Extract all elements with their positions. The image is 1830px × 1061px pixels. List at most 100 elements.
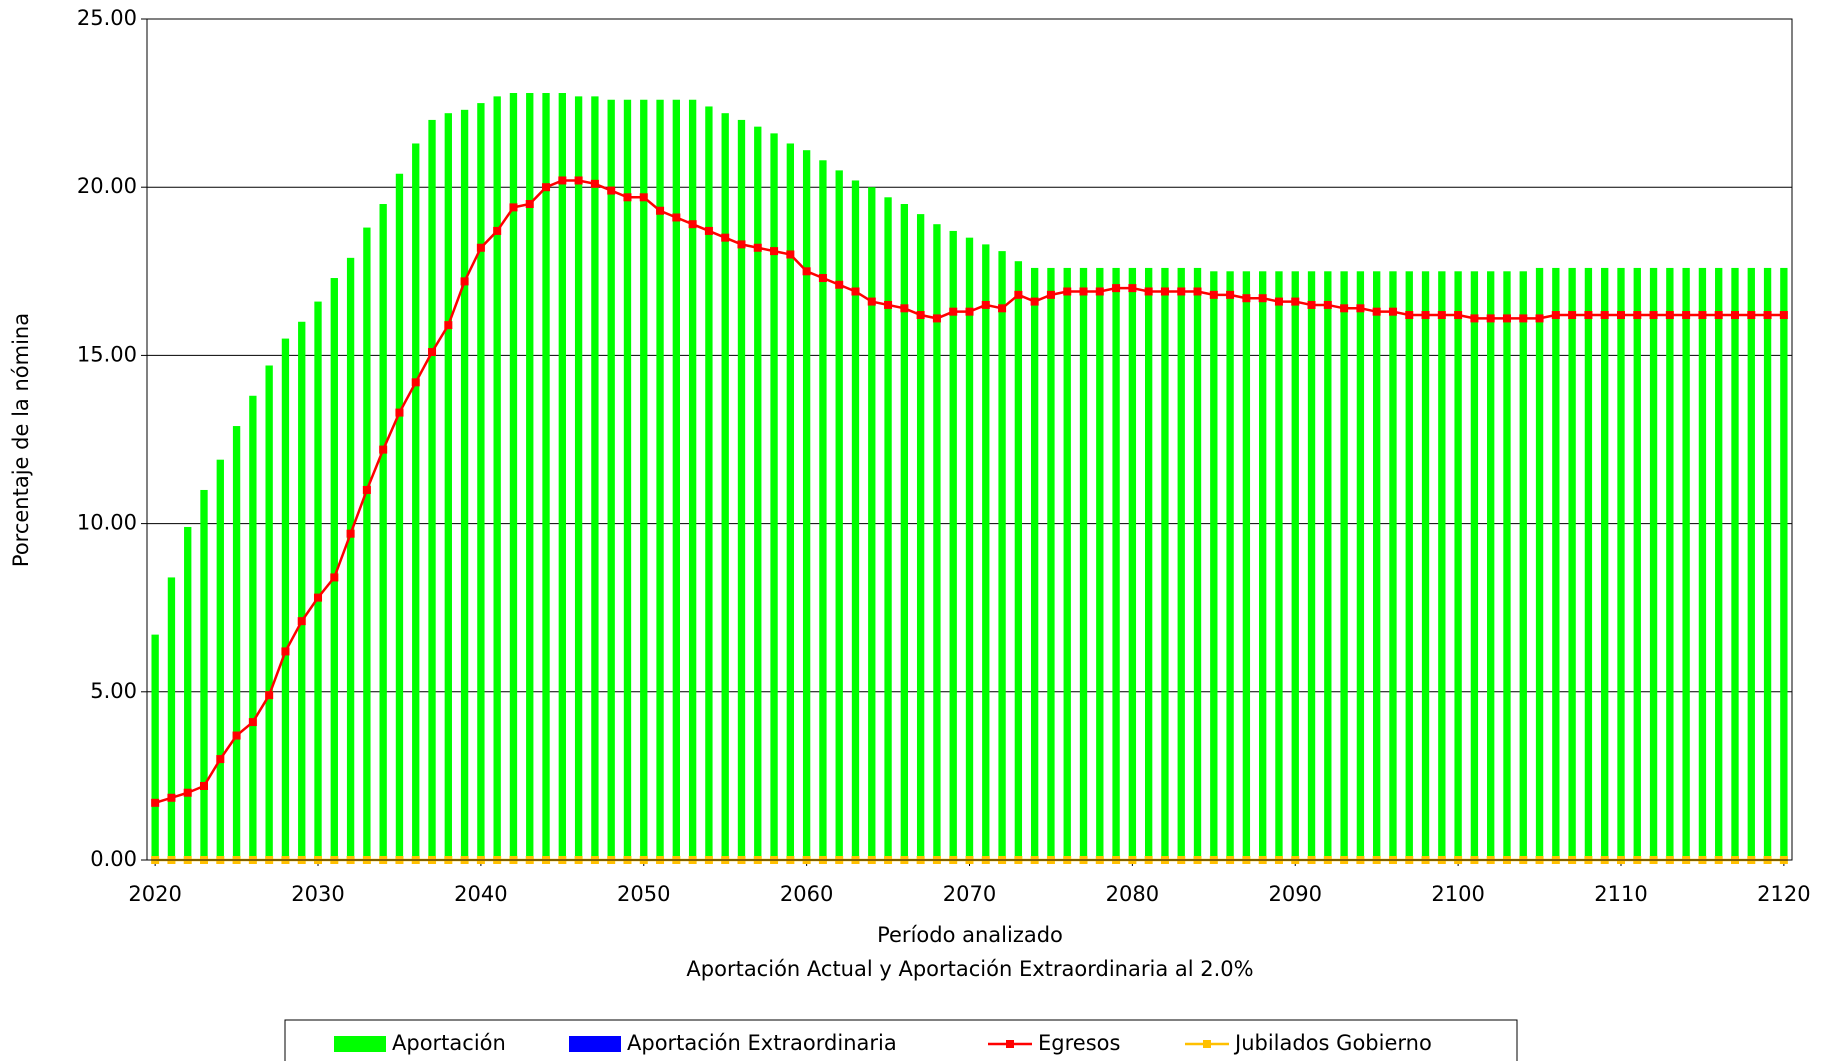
x-tick-label: 2020 <box>128 882 181 906</box>
marker <box>509 203 518 212</box>
bar <box>900 204 909 860</box>
bar <box>982 244 990 860</box>
marker <box>1454 311 1463 320</box>
marker <box>1535 314 1544 323</box>
bar <box>1079 267 1088 860</box>
bar <box>1161 267 1169 860</box>
bar <box>754 126 762 860</box>
bar <box>1112 267 1120 860</box>
marker <box>1372 307 1381 316</box>
bar <box>965 237 974 860</box>
marker <box>656 206 665 215</box>
legend-swatch <box>334 1036 386 1052</box>
marker <box>1323 300 1332 309</box>
marker <box>1193 287 1202 296</box>
marker <box>1682 311 1691 320</box>
marker <box>916 311 925 320</box>
bar <box>623 99 632 860</box>
bar <box>428 119 436 861</box>
bar <box>1259 271 1267 860</box>
marker <box>884 300 893 309</box>
marker <box>151 798 160 807</box>
bar <box>330 278 338 860</box>
legend-swatch <box>1006 1040 1014 1048</box>
bar <box>1144 267 1153 860</box>
bar <box>379 204 387 860</box>
marker <box>542 183 551 192</box>
bar <box>688 99 697 860</box>
bar <box>412 143 420 860</box>
bar <box>1193 267 1202 860</box>
marker <box>265 691 274 700</box>
marker <box>216 755 225 764</box>
marker <box>314 593 323 602</box>
bar <box>672 99 680 860</box>
bar <box>1421 271 1430 860</box>
marker <box>1112 284 1121 293</box>
marker <box>981 300 990 309</box>
marker <box>786 250 795 259</box>
bar <box>574 96 583 860</box>
bar <box>868 187 876 860</box>
bar <box>949 230 957 860</box>
bar <box>1552 267 1560 860</box>
marker <box>1274 297 1283 306</box>
y-axis-title: Porcentaje de la nómina <box>9 313 33 567</box>
bar <box>346 257 355 860</box>
marker <box>1340 304 1349 313</box>
marker <box>753 243 762 252</box>
marker <box>1502 314 1511 323</box>
x-tick-label: 2120 <box>1757 882 1810 906</box>
marker <box>1405 311 1414 320</box>
bar <box>526 93 534 861</box>
legend-label: Aportación <box>392 1031 506 1055</box>
marker <box>362 485 371 494</box>
marker <box>1763 311 1772 320</box>
marker <box>1209 290 1218 299</box>
bar <box>1242 271 1251 860</box>
bar <box>1617 267 1625 860</box>
bar <box>607 99 615 860</box>
bar <box>1503 271 1511 860</box>
bar <box>705 106 713 861</box>
bar <box>1666 267 1674 860</box>
marker <box>200 781 209 790</box>
bar <box>184 526 192 860</box>
marker <box>1421 311 1430 320</box>
marker <box>737 240 746 249</box>
marker <box>623 193 632 202</box>
marker <box>493 226 502 235</box>
marker <box>835 280 844 289</box>
plot-frame <box>146 18 1793 861</box>
bar <box>249 395 257 860</box>
bar <box>1047 267 1055 860</box>
bar <box>1389 271 1397 860</box>
marker <box>1486 314 1495 323</box>
marker <box>297 617 306 626</box>
marker <box>1388 307 1397 316</box>
marker <box>607 186 616 195</box>
bar <box>884 197 892 861</box>
bar <box>591 96 599 860</box>
bar <box>1633 267 1641 860</box>
marker <box>672 213 681 222</box>
marker <box>428 348 437 357</box>
bar <box>851 180 860 861</box>
marker <box>1160 287 1169 296</box>
marker <box>558 176 567 185</box>
legend-swatch <box>1203 1040 1211 1048</box>
bar <box>477 103 485 861</box>
marker <box>1747 311 1756 320</box>
bar <box>1096 267 1104 860</box>
bar <box>656 99 664 860</box>
marker <box>1649 311 1658 320</box>
marker <box>379 445 388 454</box>
marker <box>1095 287 1104 296</box>
bar <box>1519 271 1527 860</box>
x-tick-label: 2110 <box>1594 882 1647 906</box>
x-tick-label: 2080 <box>1106 882 1159 906</box>
bar <box>444 113 452 860</box>
marker <box>444 321 453 330</box>
marker <box>1063 287 1072 296</box>
marker <box>525 200 534 209</box>
